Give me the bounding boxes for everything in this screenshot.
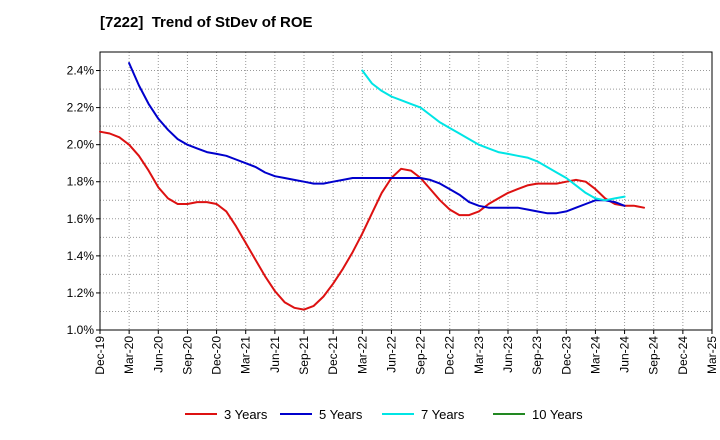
y-tick-label: 1.6% — [67, 212, 95, 226]
y-tick-label: 2.0% — [67, 138, 95, 152]
series-line-3-years — [99, 130, 645, 311]
x-tick-label: Jun-22 — [384, 336, 398, 373]
x-tick-label: Mar-25 — [705, 336, 719, 374]
x-tick-label: Jun-21 — [268, 336, 282, 373]
legend-label-3-years: 3 Years — [224, 407, 268, 422]
x-tick-label: Sep-21 — [297, 336, 311, 375]
x-tick-label: Sep-23 — [530, 336, 544, 375]
legend-label-7-years: 7 Years — [421, 407, 465, 422]
grid-layer — [100, 52, 712, 330]
x-tick-label: Dec-21 — [326, 336, 340, 375]
series-layer — [99, 62, 645, 311]
y-tick-label: 1.8% — [67, 175, 95, 189]
legend-label-5-years: 5 Years — [319, 407, 363, 422]
chart-title: [7222] Trend of StDev of ROE — [100, 14, 313, 31]
y-tick-label: 1.4% — [67, 249, 95, 263]
x-tick-label: Dec-20 — [210, 336, 224, 375]
y-tick-label: 1.2% — [67, 286, 95, 300]
y-tick-label: 2.4% — [67, 64, 95, 78]
x-tick-label: Sep-24 — [647, 336, 661, 375]
y-tick-label: 1.0% — [67, 323, 95, 337]
plot-area — [99, 51, 713, 331]
series-line-5-years — [128, 62, 626, 215]
x-tick-label: Dec-22 — [443, 336, 457, 375]
x-tick-label: Mar-22 — [355, 336, 369, 374]
legend: 3 Years 5 Years 7 Years 10 Years — [185, 407, 583, 422]
x-tick-label: Dec-19 — [93, 336, 107, 375]
x-tick-label: Jun-20 — [151, 336, 165, 373]
legend-label-10-years: 10 Years — [532, 407, 583, 422]
x-tick-label: Dec-24 — [676, 336, 690, 375]
x-tick-label: Jun-23 — [501, 336, 515, 373]
x-tick-label: Jun-24 — [618, 336, 632, 373]
y-axis-ticks: 1.0% 1.2% 1.4% 1.6% 1.8% 2.0% 2.2% 2.4% — [67, 64, 100, 337]
x-tick-label: Dec-23 — [559, 336, 573, 375]
y-tick-label: 2.2% — [67, 101, 95, 115]
x-tick-label: Sep-20 — [180, 336, 194, 375]
x-tick-label: Mar-24 — [588, 336, 602, 374]
x-tick-label: Mar-21 — [239, 336, 253, 374]
x-tick-label: Mar-23 — [472, 336, 486, 374]
series-line-7-years — [361, 69, 626, 202]
x-tick-label: Sep-22 — [414, 336, 428, 375]
x-axis-ticks: Dec-19 Mar-20 Jun-20 Sep-20 Dec-20 Mar-21 Jun-… — [93, 330, 719, 375]
x-tick-label: Mar-20 — [122, 336, 136, 374]
